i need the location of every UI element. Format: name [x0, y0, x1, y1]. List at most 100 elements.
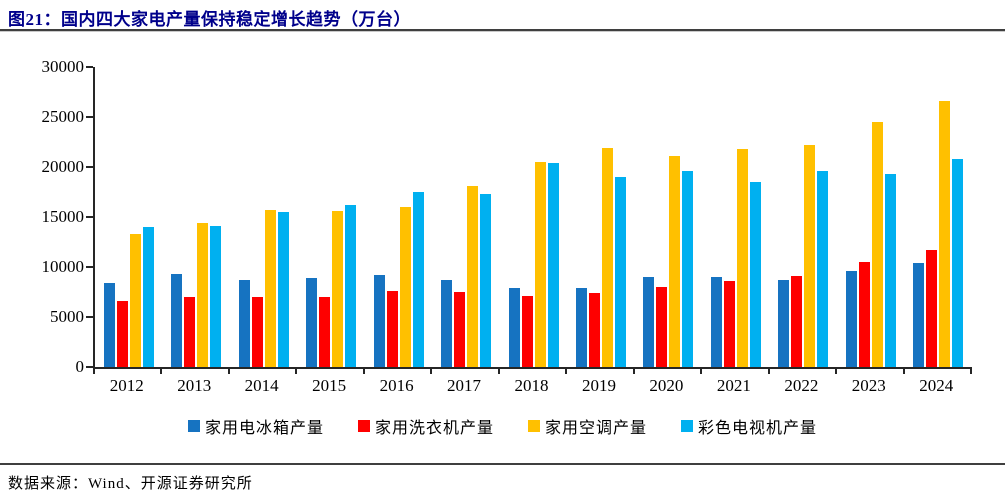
bar-彩色电视机产量-2017	[480, 194, 492, 367]
bar-家用空调产量-2021	[736, 148, 748, 367]
bar-彩色电视机产量-2015	[345, 204, 357, 367]
x-tick-label: 2018	[514, 376, 549, 395]
bar-家用洗衣机产量-2019	[588, 292, 600, 367]
bar-彩色电视机产量-2023	[884, 173, 896, 367]
bar-家用电冰箱产量-2018	[508, 288, 520, 367]
legend-swatch-icon	[187, 420, 200, 432]
bar-家用洗衣机产量-2022	[791, 275, 803, 367]
y-tick-label: 20000	[41, 157, 85, 176]
figure-title: 图21：国内四大家电产量保持稳定增长趋势（万台）	[8, 10, 411, 29]
y-tick-label: 0	[75, 357, 85, 376]
x-tick-label: 2013	[177, 376, 212, 395]
y-tick-label: 25000	[41, 107, 85, 126]
bar-家用洗衣机产量-2018	[521, 296, 533, 367]
y-tick-mark	[86, 216, 93, 218]
x-tick-mark	[835, 369, 838, 374]
x-tick-label: 2015	[312, 376, 347, 395]
bar-家用洗衣机产量-2021	[723, 280, 735, 367]
bar-彩色电视机产量-2019	[614, 177, 626, 367]
x-tick-label: 2017	[447, 376, 482, 395]
x-tick-mark	[970, 369, 972, 374]
x-tick-mark	[93, 369, 95, 374]
bar-家用洗衣机产量-2024	[926, 249, 938, 367]
bar-家用电冰箱产量-2022	[778, 280, 790, 367]
bar-家用空调产量-2024	[939, 101, 951, 367]
title-divider	[0, 29, 1005, 32]
bar-家用洗衣机产量-2017	[454, 292, 466, 367]
bar-家用电冰箱产量-2021	[710, 277, 722, 367]
x-tick-label: 2021	[716, 376, 751, 395]
x-tick-mark	[565, 369, 568, 374]
bar-家用电冰箱产量-2015	[306, 278, 318, 367]
x-tick-mark	[362, 369, 365, 374]
bar-家用空调产量-2023	[871, 122, 883, 367]
y-tick-label: 30000	[41, 57, 85, 76]
bar-彩色电视机产量-2012	[142, 227, 154, 367]
bar-彩色电视机产量-2018	[547, 163, 559, 367]
legend-label: 彩色电视机产量	[698, 420, 818, 437]
bar-家用洗衣机产量-2015	[319, 296, 331, 367]
bar-家用电冰箱产量-2024	[913, 263, 925, 367]
x-tick-label: 2012	[109, 376, 144, 395]
x-tick-mark	[497, 369, 500, 374]
y-tick-mark	[86, 366, 93, 368]
y-tick-mark	[86, 166, 93, 168]
bar-家用空调产量-2017	[467, 186, 479, 367]
bar-家用洗衣机产量-2016	[386, 290, 398, 367]
data-source: 数据来源：Wind、开源证券研究所	[8, 476, 253, 492]
legend-label: 家用洗衣机产量	[374, 420, 494, 437]
y-tick-mark	[86, 66, 93, 68]
x-tick-mark	[902, 369, 905, 374]
bar-家用空调产量-2020	[669, 156, 681, 367]
bar-家用电冰箱产量-2014	[238, 279, 250, 367]
bar-家用洗衣机产量-2014	[251, 297, 263, 367]
legend-label: 家用电冰箱产量	[204, 420, 324, 437]
bar-家用洗衣机产量-2013	[184, 296, 196, 367]
x-tick-mark	[700, 369, 703, 374]
bar-彩色电视机产量-2020	[682, 170, 694, 367]
bar-家用空调产量-2019	[601, 148, 613, 367]
bar-家用空调产量-2015	[332, 210, 344, 367]
y-tick-label: 10000	[41, 257, 85, 276]
y-tick-label: 5000	[50, 307, 84, 326]
legend-item: 家用洗衣机产量	[357, 414, 494, 438]
bar-家用电冰箱产量-2017	[441, 280, 453, 367]
bar-家用电冰箱产量-2023	[845, 270, 857, 367]
bar-家用洗衣机产量-2023	[858, 262, 870, 367]
legend-swatch-icon	[357, 420, 370, 432]
bar-家用空调产量-2014	[264, 210, 276, 367]
bar-彩色电视机产量-2022	[817, 171, 829, 367]
bar-家用电冰箱产量-2020	[643, 276, 655, 367]
x-tick-label: 2022	[784, 376, 819, 395]
x-tick-mark	[430, 369, 433, 374]
bar-家用空调产量-2022	[804, 144, 816, 367]
x-tick-label: 2024	[919, 376, 954, 395]
source-divider	[0, 463, 1005, 465]
bar-彩色电视机产量-2016	[412, 191, 424, 367]
bar-家用电冰箱产量-2016	[373, 274, 385, 367]
bar-家用洗衣机产量-2020	[656, 286, 668, 367]
x-tick-label: 2014	[244, 376, 279, 395]
chart-legend: 家用电冰箱产量 家用洗衣机产量 家用空调产量 彩色电视机产量	[0, 414, 1005, 438]
x-tick-mark	[632, 369, 635, 374]
x-tick-mark	[227, 369, 230, 374]
x-tick-label: 2016	[379, 376, 414, 395]
bar-彩色电视机产量-2013	[210, 226, 222, 367]
x-tick-label: 2023	[851, 376, 886, 395]
bar-家用空调产量-2018	[534, 162, 546, 367]
legend-item: 彩色电视机产量	[681, 414, 817, 438]
x-tick-mark	[767, 369, 770, 374]
x-tick-label: 2020	[649, 376, 684, 395]
bar-家用空调产量-2016	[399, 206, 411, 367]
y-tick-mark	[86, 116, 93, 118]
legend-swatch-icon	[681, 420, 694, 432]
bar-彩色电视机产量-2014	[277, 212, 289, 367]
bar-家用空调产量-2012	[129, 233, 141, 367]
bar-家用电冰箱产量-2019	[575, 287, 587, 367]
bar-彩色电视机产量-2024	[952, 159, 964, 367]
bar-家用洗衣机产量-2012	[116, 300, 128, 367]
bar-家用电冰箱产量-2013	[171, 274, 183, 367]
legend-item: 家用空调产量	[528, 414, 647, 438]
bar-家用电冰箱产量-2012	[103, 283, 115, 367]
